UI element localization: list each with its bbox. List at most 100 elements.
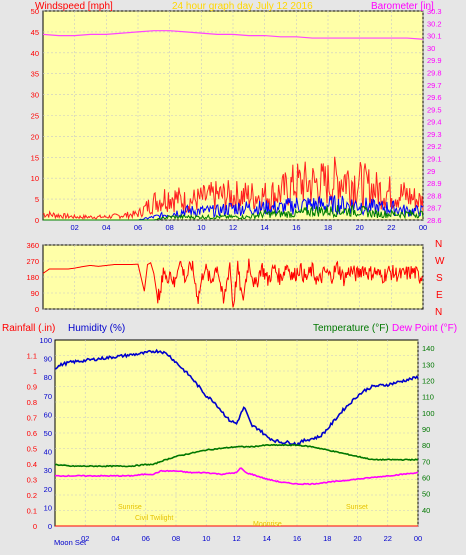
direction-tick: 360 <box>26 241 39 250</box>
time-tick: 18 <box>323 534 331 543</box>
windspeed-tick: 5 <box>35 195 39 204</box>
time-tick: 14 <box>260 223 268 232</box>
windspeed-tick: 40 <box>31 49 39 58</box>
rainfall-tick: 1 <box>33 367 37 376</box>
time-tick: 00 <box>419 223 427 232</box>
temperature-tick: 120 <box>422 376 435 385</box>
time-tick: 00 <box>414 534 422 543</box>
time-tick: 16 <box>292 223 300 232</box>
annotation-sunrise: Sunrise <box>118 504 142 511</box>
gust-line <box>42 156 424 221</box>
compass-w: W <box>435 256 445 267</box>
barometer-line <box>42 30 424 40</box>
temperature-tick: 50 <box>422 490 430 499</box>
temp-series <box>54 348 419 527</box>
direction-series <box>42 258 423 308</box>
barometer-tick: 28.9 <box>427 179 442 188</box>
barometer-tick: 29 <box>427 167 435 176</box>
humidity-tick: 70 <box>44 392 52 401</box>
barometer-tick: 29.1 <box>427 155 442 164</box>
humidity-tick: 10 <box>44 503 52 512</box>
barometer-tick: 29.2 <box>427 142 442 151</box>
barometer-tick: 28.8 <box>427 191 442 200</box>
humidity-tick: 80 <box>44 373 52 382</box>
rainfall-tick: 0.1 <box>27 507 37 516</box>
windspeed-tick: 35 <box>31 70 39 79</box>
dew-point-line <box>54 467 419 486</box>
time-tick: 12 <box>232 534 240 543</box>
windspeed-tick: 0 <box>35 216 39 225</box>
barometer-tick: 30 <box>427 44 435 53</box>
time-tick: 18 <box>324 223 332 232</box>
humidity-tick: 20 <box>44 485 52 494</box>
time-tick: 04 <box>102 223 110 232</box>
barometer-tick: 29.8 <box>427 68 442 77</box>
temperature-axis-label: Temperature (°F) <box>313 323 389 334</box>
temperature-tick: 80 <box>422 441 430 450</box>
direction-tick: 90 <box>31 289 39 298</box>
compass-n-top: N <box>435 239 442 250</box>
rainfall-tick: 0.6 <box>27 429 37 438</box>
humidity-tick: 60 <box>44 410 52 419</box>
temperature-tick: 90 <box>422 425 430 434</box>
temperature-tick: 100 <box>422 409 435 418</box>
barometer-tick: 29.4 <box>427 118 442 127</box>
windspeed-tick: 10 <box>31 174 39 183</box>
barometer-axis-label: Barometer [in] <box>371 1 434 12</box>
barometer-tick: 28.6 <box>427 216 442 225</box>
barometer-tick: 30.3 <box>427 7 442 16</box>
barometer-tick: 28.7 <box>427 204 442 213</box>
temperature-tick: 70 <box>422 457 430 466</box>
rainfall-tick: 0.9 <box>27 383 37 392</box>
time-tick: 10 <box>197 223 205 232</box>
moon-set-label: Moon Set <box>54 538 87 547</box>
rainfall-tick: 0.7 <box>27 414 37 423</box>
annotation-sunset: Sunset <box>346 504 368 511</box>
time-tick: 12 <box>229 223 237 232</box>
annotation-civil-twilight: Civil Twilight <box>135 515 173 522</box>
compass-n-bottom: N <box>435 307 442 318</box>
barometer-tick: 29.7 <box>427 81 442 90</box>
axis-tick-labels: 0510152025303540455028.628.728.828.92929… <box>26 7 441 543</box>
barometer-tick: 29.3 <box>427 130 442 139</box>
windspeed-tick: 50 <box>31 7 39 16</box>
rainfall-tick: 0.4 <box>27 460 37 469</box>
time-tick: 22 <box>384 534 392 543</box>
time-tick: 10 <box>202 534 210 543</box>
time-tick: 04 <box>111 534 119 543</box>
direction-tick: 270 <box>26 257 39 266</box>
windspeed-axis-label: Windspeed [mph] <box>35 1 113 12</box>
humidity-line <box>54 348 419 446</box>
time-tick: 14 <box>263 534 271 543</box>
wind-series <box>42 30 424 221</box>
rainfall-axis-label: Rainfall (.in) <box>2 323 55 334</box>
temperature-tick: 110 <box>422 393 434 402</box>
annotation-moonrise: Moonrise <box>253 521 282 528</box>
time-tick: 06 <box>142 534 150 543</box>
temperature-tick: 60 <box>422 473 430 482</box>
time-tick: 02 <box>81 534 89 543</box>
rainfall-tick: 0.3 <box>27 476 37 485</box>
time-tick: 06 <box>134 223 142 232</box>
humidity-tick: 40 <box>44 448 52 457</box>
compass-e: E <box>436 290 443 301</box>
time-tick: 16 <box>293 534 301 543</box>
humidity-tick: 0 <box>48 522 52 531</box>
humidity-tick: 50 <box>44 429 52 438</box>
barometer-tick: 29.9 <box>427 56 442 65</box>
direction-tick: 180 <box>26 273 39 282</box>
temperature-line <box>54 443 419 468</box>
barometer-tick: 30.2 <box>427 19 442 28</box>
rainfall-tick: 1.1 <box>27 352 37 361</box>
time-tick: 02 <box>70 223 78 232</box>
compass-s: S <box>436 273 443 284</box>
wind-grid <box>43 10 424 221</box>
windspeed-tick: 30 <box>31 91 39 100</box>
chart-title: 24 hour graph day July 12 2016 <box>172 1 313 12</box>
windspeed-tick: 20 <box>31 132 39 141</box>
humidity-axis-label: Humidity (%) <box>68 323 125 334</box>
rainfall-tick: 0.2 <box>27 491 37 500</box>
temperature-tick: 40 <box>422 506 430 515</box>
